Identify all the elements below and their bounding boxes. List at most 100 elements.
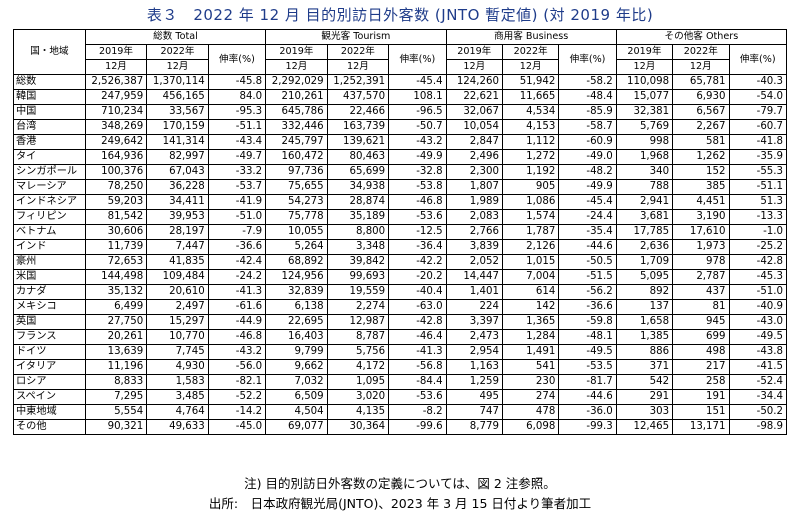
value-cell: 82,997 — [146, 149, 209, 165]
value-cell: -36.0 — [558, 404, 617, 420]
value-cell: 385 — [672, 179, 730, 195]
value-cell: -34.4 — [728, 389, 787, 405]
month-header-2022-tourism: 12月 — [326, 59, 390, 75]
value-cell: 139,621 — [326, 134, 390, 150]
value-cell: 224 — [445, 299, 503, 315]
value-cell: 1,272 — [501, 149, 560, 165]
value-cell: 34,938 — [326, 179, 390, 195]
value-cell: 81 — [672, 299, 730, 315]
value-cell: 36,228 — [146, 179, 209, 195]
value-cell: -96.5 — [388, 104, 447, 120]
value-cell: 3,348 — [326, 239, 390, 255]
value-cell: 5,095 — [615, 269, 674, 285]
value-cell: 788 — [615, 179, 674, 195]
value-cell: 2,497 — [146, 299, 209, 315]
value-cell: 124,956 — [265, 269, 328, 285]
value-cell: -43.4 — [207, 134, 267, 150]
value-cell: 348,269 — [84, 119, 148, 135]
value-cell: -42.4 — [207, 254, 267, 270]
value-cell: 7,032 — [265, 374, 328, 390]
value-cell: 19,559 — [326, 284, 390, 300]
value-cell: -41.9 — [207, 194, 267, 210]
value-cell: 22,466 — [326, 104, 390, 120]
value-cell: 2,954 — [445, 344, 503, 360]
table-row: 台湾 348,269 170,159 -51.1 332,446 163,739 -50.7… — [13, 119, 787, 135]
value-cell: 110,098 — [615, 74, 674, 90]
value-cell: 1,658 — [615, 314, 674, 330]
table-body: 総数 2,526,387 1,370,114 -45.8 2,292,029 1,252,… — [13, 74, 787, 435]
region-name-cell: 英国 — [13, 314, 86, 330]
value-cell: 2,300 — [445, 164, 503, 180]
table-row: その他 90,321 49,633 -45.0 69,077 30,364 -99.6 8,7… — [13, 419, 787, 435]
value-cell: 437,570 — [326, 89, 390, 105]
value-cell: 1,086 — [501, 194, 560, 210]
value-cell: 35,189 — [326, 209, 390, 225]
value-cell: -53.7 — [207, 179, 267, 195]
value-cell: -7.9 — [207, 224, 267, 240]
value-cell: 6,930 — [672, 89, 730, 105]
value-cell: 12,987 — [326, 314, 390, 330]
year-2019-header-others: 2019年 — [615, 44, 674, 60]
value-cell: 35,132 — [84, 284, 148, 300]
value-cell: 291 — [615, 389, 674, 405]
value-cell: 2,941 — [615, 194, 674, 210]
value-cell: -63.0 — [388, 299, 447, 315]
definition-note: 注) 目的別訪日外客数の定義については、図 2 注参照。 — [244, 476, 556, 491]
value-cell: -40.4 — [388, 284, 447, 300]
value-cell: -49.9 — [388, 149, 447, 165]
value-cell: 710,234 — [84, 104, 148, 120]
value-cell: 81,542 — [84, 209, 148, 225]
region-name-cell: その他 — [13, 419, 86, 435]
value-cell: -24.4 — [558, 209, 617, 225]
value-cell: -36.6 — [207, 239, 267, 255]
value-cell: 1,259 — [445, 374, 503, 390]
table-row: インド 11,739 7,447 -36.6 5,264 3,348 -36.4 3,839 2… — [13, 239, 787, 255]
value-cell: 2,526,387 — [84, 74, 148, 90]
value-cell: 13,171 — [672, 419, 730, 435]
value-cell: 1,491 — [501, 344, 560, 360]
value-cell: -45.8 — [207, 74, 267, 90]
value-cell: 1,365 — [501, 314, 560, 330]
value-cell: 1,284 — [501, 329, 560, 345]
value-cell: -51.1 — [728, 179, 787, 195]
value-cell: 340 — [615, 164, 674, 180]
value-cell: 84.0 — [207, 89, 267, 105]
value-cell: 39,842 — [326, 254, 390, 270]
value-cell: 1,989 — [445, 194, 503, 210]
value-cell: -49.5 — [728, 329, 787, 345]
value-cell: 14,447 — [445, 269, 503, 285]
value-cell: -40.9 — [728, 299, 787, 315]
value-cell: 892 — [615, 284, 674, 300]
value-cell: 9,662 — [265, 359, 328, 375]
value-cell: -43.2 — [207, 344, 267, 360]
value-cell: 7,745 — [146, 344, 209, 360]
value-cell: -52.4 — [728, 374, 787, 390]
value-cell: -51.0 — [728, 284, 787, 300]
value-cell: 4,504 — [265, 404, 328, 420]
month-header-2022-others: 12月 — [672, 59, 730, 75]
value-cell: 32,381 — [615, 104, 674, 120]
value-cell: -41.5 — [728, 359, 787, 375]
value-cell: 332,446 — [265, 119, 328, 135]
value-cell: 258 — [672, 374, 730, 390]
region-name-cell: 中国 — [13, 104, 86, 120]
value-cell: 51.3 — [728, 194, 787, 210]
value-cell: 4,172 — [326, 359, 390, 375]
value-cell: 495 — [445, 389, 503, 405]
value-cell: 72,653 — [84, 254, 148, 270]
value-cell: 7,447 — [146, 239, 209, 255]
region-name-cell: マレーシア — [13, 179, 86, 195]
region-name-cell: カナダ — [13, 284, 86, 300]
month-header-2019-tourism: 12月 — [265, 59, 328, 75]
table-row: ロシア 8,833 1,583 -82.1 7,032 1,095 -84.4 1,259 23… — [13, 374, 787, 390]
value-cell: 20,610 — [146, 284, 209, 300]
value-cell: 65,781 — [672, 74, 730, 90]
value-cell: 8,800 — [326, 224, 390, 240]
value-cell: 5,756 — [326, 344, 390, 360]
value-cell: -56.0 — [207, 359, 267, 375]
value-cell: 6,138 — [265, 299, 328, 315]
visitor-stats-table: 国・地域 総数 Total 観光客 Tourism 商用客 Business そ… — [13, 29, 788, 435]
value-cell: 8,833 — [84, 374, 148, 390]
value-cell: 4,153 — [501, 119, 560, 135]
table-row: スペイン 7,295 3,485 -52.2 6,509 3,020 -53.6 495 274… — [13, 389, 787, 405]
